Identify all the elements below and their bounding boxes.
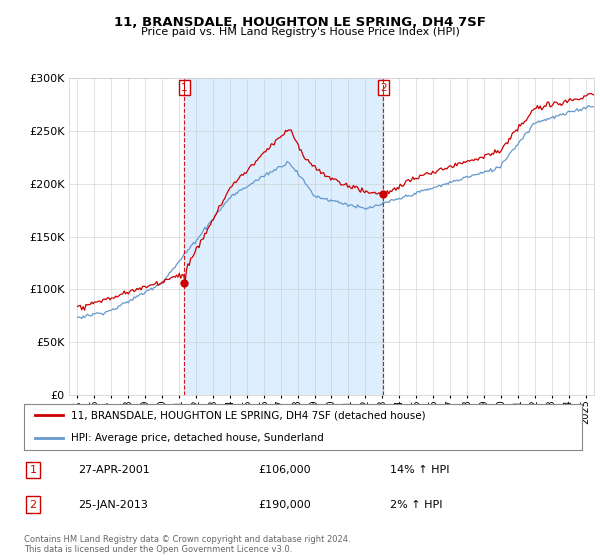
Text: 1: 1 [29,465,37,475]
Text: £106,000: £106,000 [258,465,311,475]
Text: HPI: Average price, detached house, Sunderland: HPI: Average price, detached house, Sund… [71,433,324,443]
Bar [184,78,383,395]
Text: 1: 1 [181,83,188,93]
Text: 25-JAN-2013: 25-JAN-2013 [78,500,148,510]
Text: 2% ↑ HPI: 2% ↑ HPI [390,500,443,510]
Text: Contains HM Land Registry data © Crown copyright and database right 2024.
This d: Contains HM Land Registry data © Crown c… [24,535,350,554]
Text: Price paid vs. HM Land Registry's House Price Index (HPI): Price paid vs. HM Land Registry's House … [140,27,460,37]
Text: 2: 2 [29,500,37,510]
Text: 11, BRANSDALE, HOUGHTON LE SPRING, DH4 7SF: 11, BRANSDALE, HOUGHTON LE SPRING, DH4 7… [114,16,486,29]
Text: £190,000: £190,000 [258,500,311,510]
Text: 11, BRANSDALE, HOUGHTON LE SPRING, DH4 7SF (detached house): 11, BRANSDALE, HOUGHTON LE SPRING, DH4 7… [71,410,426,420]
Text: 2: 2 [380,83,387,93]
Text: 27-APR-2001: 27-APR-2001 [78,465,150,475]
Text: 14% ↑ HPI: 14% ↑ HPI [390,465,449,475]
